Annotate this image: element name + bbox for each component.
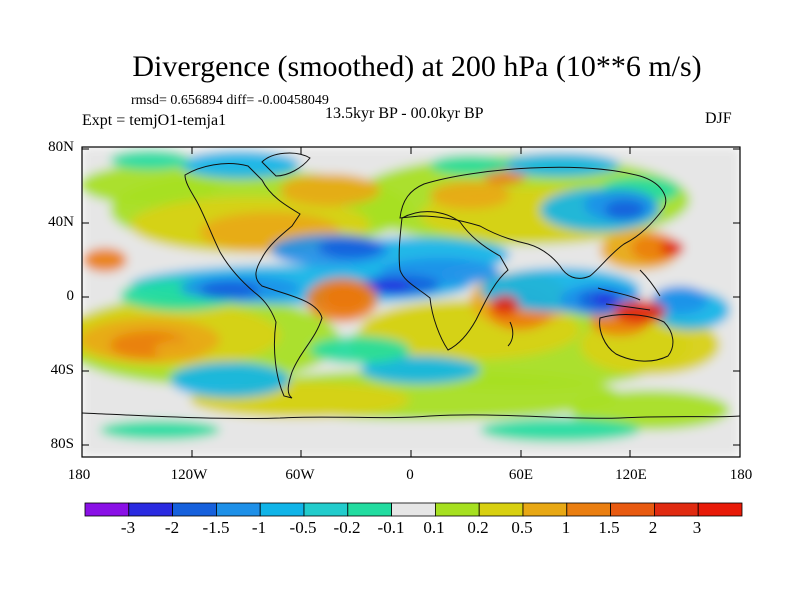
divergence-contour-patch <box>310 336 410 364</box>
x-tick-label: 0 <box>406 467 414 483</box>
divergence-field <box>82 147 740 457</box>
colorbar-label: -3 <box>120 518 136 537</box>
colorbar-box <box>566 502 611 517</box>
colorbar-box <box>697 502 743 517</box>
colorbar-label: -0.1 <box>377 518 405 537</box>
y-tick-label: 40S <box>50 362 74 378</box>
season-label: DJF <box>705 110 732 127</box>
colorbar-box <box>347 502 392 517</box>
divergence-contour-patch <box>83 248 127 272</box>
x-tick-label: 60E <box>508 467 534 483</box>
coastlines <box>82 152 740 420</box>
divergence-contour-patch <box>500 153 620 177</box>
divergence-contour-patch <box>180 151 300 179</box>
colorbar-box <box>84 502 130 517</box>
colorbar-box <box>522 502 568 517</box>
divergence-contour-patch <box>491 295 519 315</box>
x-tick-label: 120W <box>170 467 208 483</box>
x-tick-label: 120E <box>615 467 647 483</box>
colorbar-label: 0.1 <box>423 518 445 537</box>
divergence-contour-patch <box>430 181 510 209</box>
y-tick-label: 0 <box>66 288 75 304</box>
colorbar-box <box>610 502 655 517</box>
y-tick-label: 40N <box>48 214 74 230</box>
colorbar-box <box>303 502 349 517</box>
colorbar-box <box>391 502 436 517</box>
divergence-contour-patch <box>570 390 730 430</box>
divergence-contour-patch <box>370 281 410 293</box>
divergence-contour-patch <box>430 155 510 175</box>
colorbar <box>84 502 743 517</box>
plot-title: Divergence (smoothed) at 200 hPa (10**6 … <box>132 50 702 83</box>
colorbar-label: -0.2 <box>333 518 361 537</box>
experiment-label: Expt = temjO1-temja1 <box>82 112 227 129</box>
divergence-contour-patch <box>280 174 380 206</box>
divergence-contour-patch <box>100 420 220 440</box>
colorbar-label: -0.5 <box>289 518 317 537</box>
divergence-contour-patch <box>593 294 617 306</box>
colorbar-box <box>215 502 261 517</box>
colorbar-label: -1 <box>251 518 267 537</box>
colorbar-label: 1.5 <box>598 518 620 537</box>
colorbar-box <box>478 502 524 517</box>
colorbar-box <box>172 502 217 517</box>
divergence-contour-patch <box>306 278 378 322</box>
y-tick-label: 80S <box>50 436 74 452</box>
x-tick-label: 60W <box>285 467 315 483</box>
divergence-contour-patch <box>480 418 640 442</box>
divergence-contour-patch <box>652 286 708 314</box>
colorbar-box <box>128 502 174 517</box>
colorbar-box <box>259 502 305 517</box>
divergence-contour-patch <box>110 150 190 170</box>
colorbar-label: -1.5 <box>202 518 230 537</box>
divergence-contour-patch <box>170 362 290 398</box>
x-tick-label: 180 <box>729 467 753 483</box>
y-tick-label: 80N <box>48 139 74 155</box>
colorbar-label: 3 <box>692 518 702 537</box>
colorbar-box <box>434 502 480 517</box>
colorbar-box <box>654 502 699 517</box>
colorbar-label: 2 <box>648 518 658 537</box>
x-tick-label: 180 <box>67 467 91 483</box>
divergence-contour-patch <box>154 340 206 360</box>
divergence-contour-patch <box>605 200 645 220</box>
colorbar-label: 0.5 <box>511 518 533 537</box>
period-label: 13.5kyr BP - 00.0kyr BP <box>325 105 484 122</box>
divergence-contour-patch <box>660 240 684 256</box>
divergence-contour-patch <box>200 281 260 299</box>
stats-text: rmsd= 0.656894 diff= -0.00458049 <box>131 93 329 108</box>
colorbar-label: -2 <box>164 518 180 537</box>
axis-ticks <box>81 147 741 457</box>
divergence-contour-patch <box>614 300 666 324</box>
colorbar-label: 0.2 <box>467 518 489 537</box>
divergence-contour-patch <box>318 238 382 258</box>
divergence-contour-patch <box>360 356 480 384</box>
colorbar-label: 1 <box>561 518 571 537</box>
